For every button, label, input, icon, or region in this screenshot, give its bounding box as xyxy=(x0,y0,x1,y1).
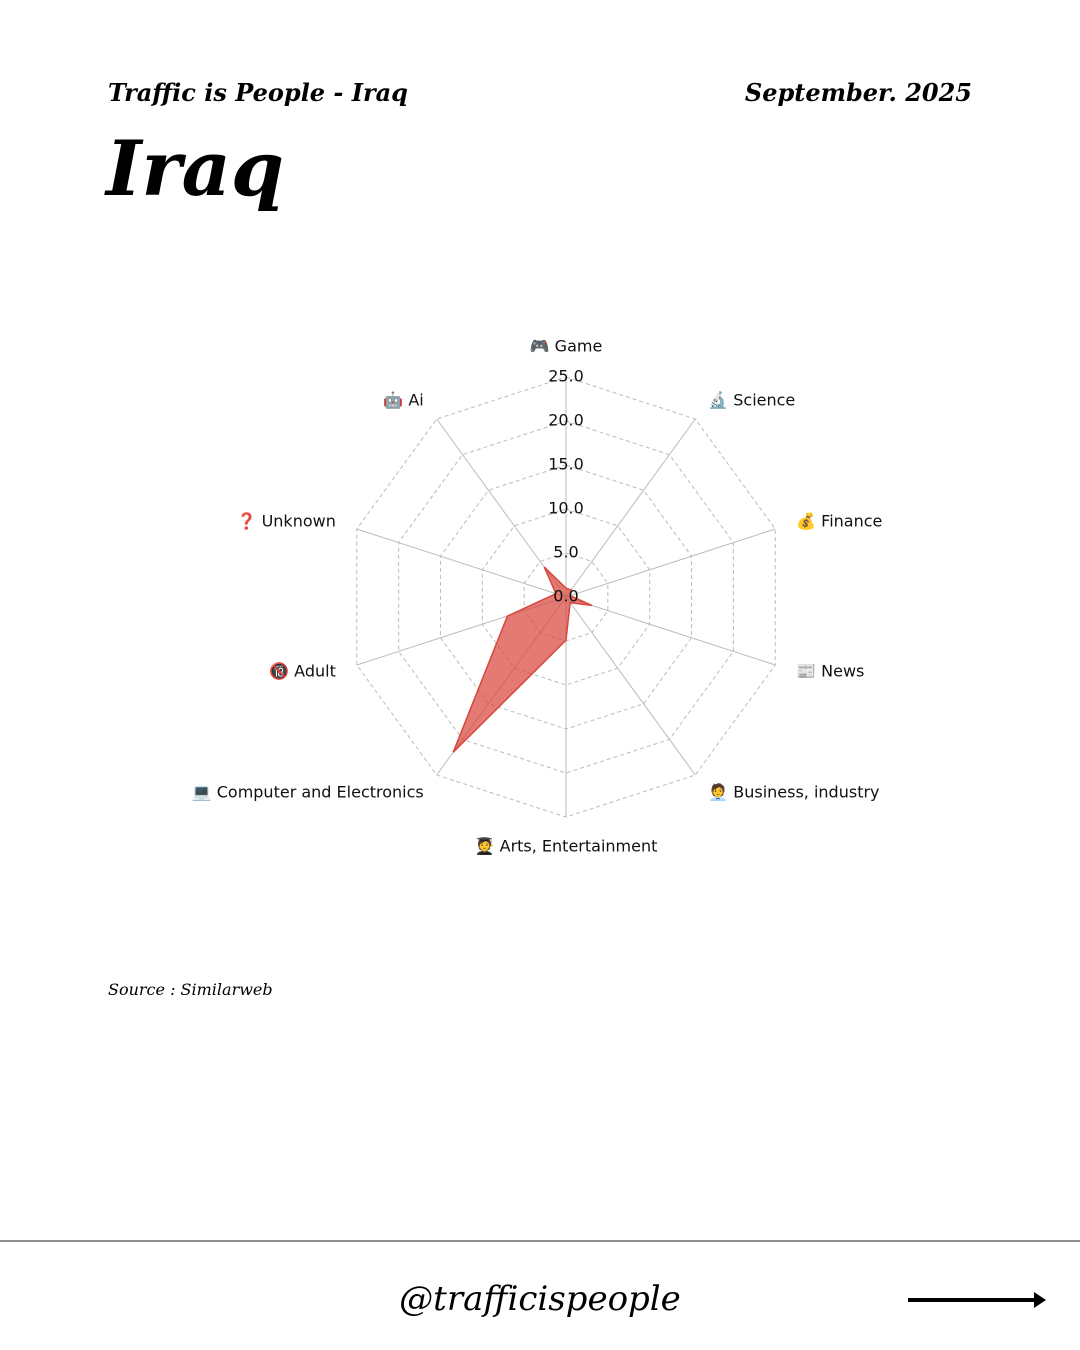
spoke xyxy=(565,418,696,598)
category-label: 📰 News xyxy=(796,661,864,680)
tick-label: 10.0 xyxy=(548,499,584,518)
header-left: Traffic is People - Iraq xyxy=(108,78,408,107)
category-label: 🧑‍🎓 Arts, Entertainment xyxy=(475,837,658,856)
data-area xyxy=(452,566,593,753)
category-label: 🔞 Adult xyxy=(269,661,336,680)
source: Source : Similarweb xyxy=(108,980,273,999)
radar-chart: 🎮 Game 🔬 Science 💰 Finance 📰 News 🧑‍💼 Busine… xyxy=(192,337,883,856)
arrow-head xyxy=(1034,1292,1046,1308)
spoke xyxy=(565,528,776,598)
category-label: 💻 Computer and Electronics xyxy=(192,782,424,801)
spoke xyxy=(565,596,776,666)
category-label: ❓ Unknown xyxy=(237,512,336,531)
tick-label: 25.0 xyxy=(548,367,584,386)
spoke xyxy=(565,596,696,776)
handle: @trafficispeople xyxy=(399,1279,681,1319)
header-right: September. 2025 xyxy=(745,78,972,107)
page-title: Iraq xyxy=(104,124,284,213)
category-label: 🎮 Game xyxy=(530,337,603,356)
grid-ring xyxy=(398,420,734,774)
category-label: 💰 Finance xyxy=(796,512,882,531)
category-label: 🧑‍💼 Business, industry xyxy=(708,782,879,801)
tick-label: 15.0 xyxy=(548,455,584,474)
category-label: 🔬 Science xyxy=(708,391,795,410)
tick-label: 20.0 xyxy=(548,411,584,430)
tick-label: 5.0 xyxy=(553,543,578,562)
tick-label: 0.0 xyxy=(553,587,578,606)
category-label: 🤖 Ai xyxy=(383,391,423,410)
spoke xyxy=(356,528,567,598)
